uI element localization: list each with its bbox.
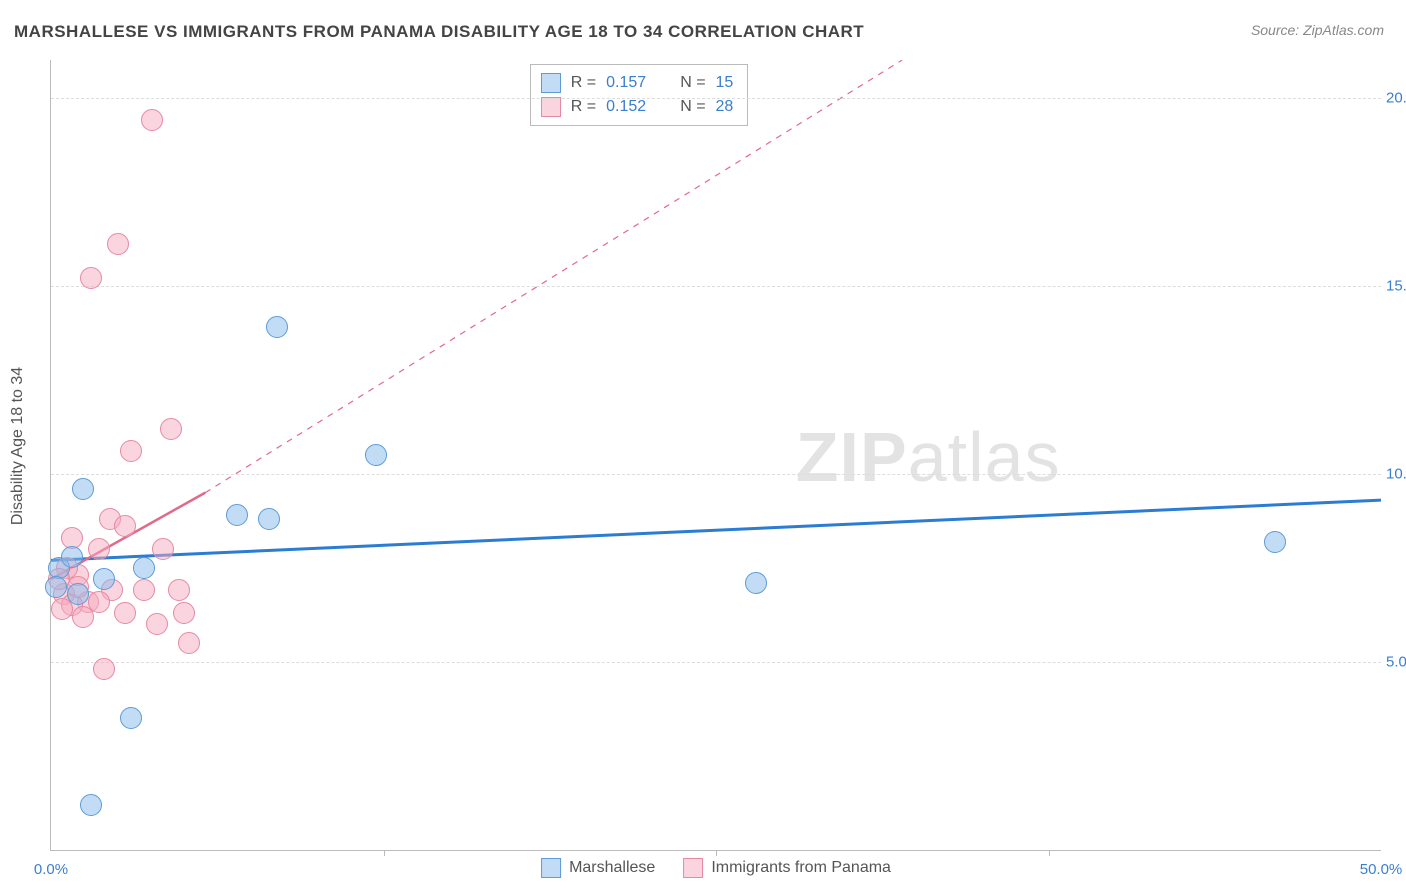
- y-tick-label: 10.0%: [1386, 465, 1406, 482]
- legend-swatch-icon: [541, 97, 561, 117]
- data-point: [61, 546, 83, 568]
- data-point: [146, 613, 168, 635]
- n-label: N =: [680, 71, 705, 95]
- data-point: [168, 579, 190, 601]
- data-point: [114, 515, 136, 537]
- data-point: [266, 316, 288, 338]
- data-point: [1264, 531, 1286, 553]
- chart-container: MARSHALLESE VS IMMIGRANTS FROM PANAMA DI…: [0, 0, 1406, 892]
- data-point: [745, 572, 767, 594]
- source-prefix: Source:: [1251, 22, 1303, 38]
- data-point: [226, 504, 248, 526]
- x-tick-label: 50.0%: [1360, 861, 1403, 878]
- x-tick-mark: [1049, 850, 1050, 856]
- gridline: [51, 286, 1381, 287]
- legend-label: Marshallese: [569, 859, 655, 877]
- correlation-legend: R =0.157N =15R =0.152N =28: [530, 64, 749, 126]
- data-point: [160, 418, 182, 440]
- data-point: [133, 579, 155, 601]
- y-tick-label: 20.0%: [1386, 89, 1406, 106]
- data-point: [80, 794, 102, 816]
- watermark: ZIPatlas: [796, 417, 1061, 497]
- data-point: [133, 557, 155, 579]
- legend-item-panama: Immigrants from Panama: [683, 858, 891, 878]
- gridline: [51, 98, 1381, 99]
- y-tick-label: 15.0%: [1386, 277, 1406, 294]
- data-point: [72, 478, 94, 500]
- series-legend: Marshallese Immigrants from Panama: [541, 858, 891, 878]
- trend-lines-layer: [51, 60, 1381, 850]
- data-point: [67, 583, 89, 605]
- r-label: R =: [571, 71, 596, 95]
- n-value: 15: [716, 71, 734, 95]
- watermark-rest: atlas: [908, 418, 1061, 496]
- source-credit: Source: ZipAtlas.com: [1251, 22, 1384, 38]
- data-point: [72, 606, 94, 628]
- data-point: [178, 632, 200, 654]
- gridline: [51, 474, 1381, 475]
- y-axis-label: Disability Age 18 to 34: [9, 367, 27, 525]
- data-point: [107, 233, 129, 255]
- legend-item-marshallese: Marshallese: [541, 858, 655, 878]
- data-point: [173, 602, 195, 624]
- data-point: [93, 568, 115, 590]
- data-point: [365, 444, 387, 466]
- data-point: [88, 538, 110, 560]
- x-tick-mark: [716, 850, 717, 856]
- data-point: [120, 440, 142, 462]
- r-value: 0.157: [606, 71, 646, 95]
- data-point: [120, 707, 142, 729]
- gridline: [51, 662, 1381, 663]
- y-tick-label: 5.0%: [1386, 653, 1406, 670]
- legend-swatch-icon: [683, 858, 703, 878]
- legend-swatch-icon: [541, 73, 561, 93]
- data-point: [80, 267, 102, 289]
- x-tick-mark: [384, 850, 385, 856]
- data-point: [45, 576, 67, 598]
- legend-label: Immigrants from Panama: [711, 859, 891, 877]
- data-point: [258, 508, 280, 530]
- data-point: [141, 109, 163, 131]
- plot-area: ZIPatlas R =0.157N =15R =0.152N =28 Mars…: [50, 60, 1381, 851]
- source-name: ZipAtlas.com: [1303, 22, 1384, 38]
- chart-title: MARSHALLESE VS IMMIGRANTS FROM PANAMA DI…: [14, 22, 864, 42]
- data-point: [93, 658, 115, 680]
- watermark-bold: ZIP: [796, 418, 908, 496]
- correlation-legend-row: R = 0.157 N = 15: [541, 71, 734, 95]
- x-tick-label: 0.0%: [34, 861, 68, 878]
- data-point: [152, 538, 174, 560]
- legend-swatch-icon: [541, 858, 561, 878]
- data-point: [114, 602, 136, 624]
